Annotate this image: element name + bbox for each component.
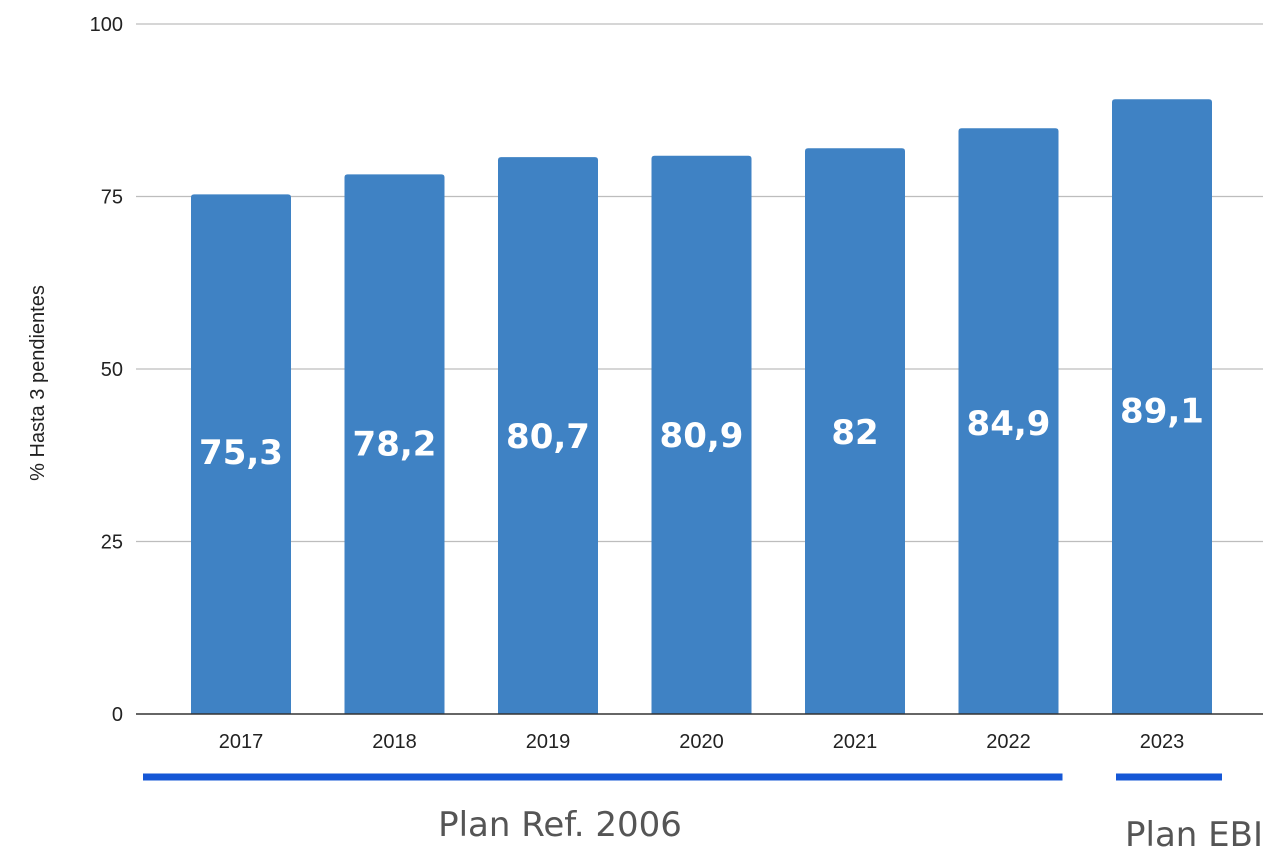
y-tick-label: 0 [112,704,123,726]
bars [191,99,1212,715]
y-tick-label: 100 [90,14,123,36]
data-label: 84,9 [967,404,1051,444]
plan-groups: Plan Ref. 2006 Plan EBI [143,773,1263,848]
data-label: 89,1 [1120,392,1204,432]
y-tick-label: 75 [101,187,123,209]
bar [191,194,291,714]
x-tick-label: 2020 [679,731,724,753]
bar [344,174,445,715]
x-tick-label: 2021 [833,731,878,753]
y-axis-ticks: 0 25 50 75 100 [90,14,123,726]
data-label: 82 [831,413,878,453]
bar [498,157,598,715]
data-label: 80,7 [506,417,590,457]
bar [651,155,752,715]
x-tick-label: 2019 [526,731,571,753]
data-label: 78,2 [353,424,437,464]
data-label: 75,3 [199,433,283,473]
x-tick-label: 2023 [1140,731,1185,753]
y-tick-label: 50 [101,359,123,381]
y-tick-label: 25 [101,532,123,554]
x-tick-label: 2022 [986,731,1031,753]
x-tick-label: 2017 [219,731,264,753]
bar [1112,99,1212,714]
plan-group-label: Plan EBI [1125,815,1263,848]
bar [958,128,1059,714]
y-axis-title: % Hasta 3 pendientes [27,285,49,481]
x-axis-categories: 2017 2018 2019 2020 2021 2022 2023 [219,731,1185,753]
x-tick-label: 2018 [372,731,417,753]
plan-group-label: Plan Ref. 2006 [438,805,682,845]
data-labels: 75,3 78,2 80,7 80,9 82 84,9 89,1 [199,392,1204,473]
bar [805,148,905,714]
data-label: 80,9 [660,416,744,456]
